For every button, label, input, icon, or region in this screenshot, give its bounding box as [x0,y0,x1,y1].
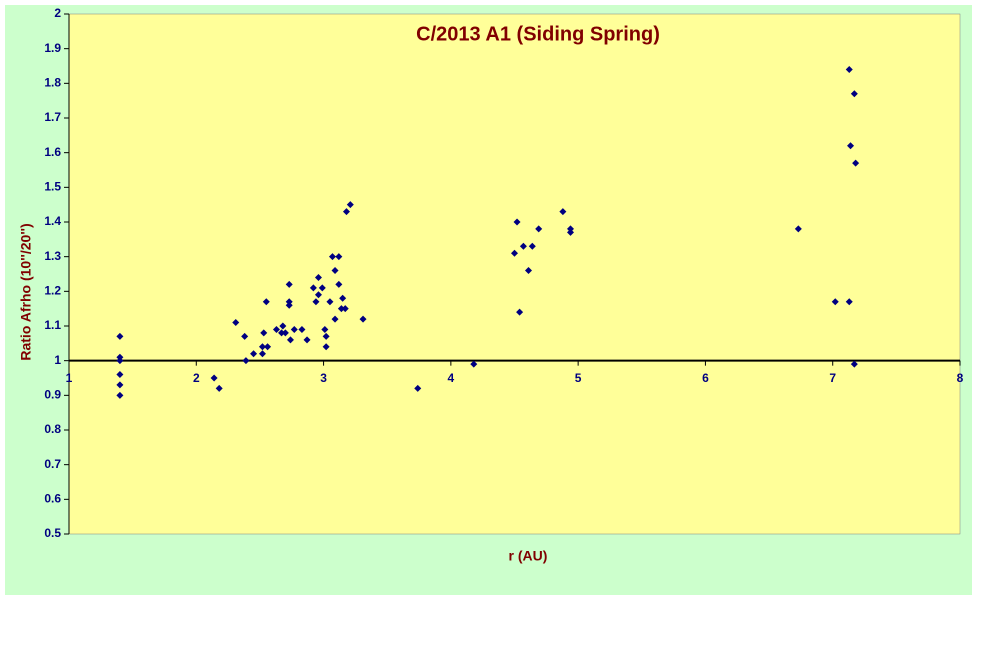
data-point [337,305,345,313]
data-point [331,267,339,275]
data-point [845,65,853,73]
data-point [850,90,858,98]
data-point [312,298,320,306]
y-tick-label: 1.9 [44,41,61,55]
data-point [116,357,124,365]
y-tick-label: 0.5 [44,526,61,540]
y-tick-label: 0.9 [44,388,61,402]
data-point [303,336,311,344]
data-point [516,308,524,316]
data-point [535,225,543,233]
chart-title: C/2013 A1 (Siding Spring) [416,23,660,45]
data-point [845,298,853,306]
x-tick-label: 1 [66,371,73,385]
data-point [511,249,518,257]
data-point [331,315,339,323]
data-point [258,343,266,351]
data-point [335,280,343,288]
data-point [326,298,334,306]
data-point [210,374,218,382]
y-tick-label: 1.6 [44,145,61,159]
data-point [346,201,354,209]
data-point [298,325,306,333]
data-point [322,343,330,351]
data-point [318,284,326,292]
y-tick-label: 1.3 [44,249,61,263]
data-point [272,325,280,333]
y-tick-label: 0.7 [44,457,61,471]
data-point [241,332,249,340]
data-point [285,301,293,309]
data-point [314,273,322,281]
x-axis-label: r (AU) [509,548,548,564]
data-point [290,325,298,333]
data-point [215,384,223,392]
data-point [260,329,268,337]
data-point [852,159,860,167]
data-point [339,294,347,302]
data-point [559,208,567,216]
data-point [232,319,240,327]
data-point [359,315,367,323]
plot-area [68,13,961,535]
x-tick-label: 6 [702,371,709,385]
data-point [116,332,124,340]
x-tick-label: 8 [957,371,964,385]
data-point [242,357,250,365]
y-tick-label: 1.5 [44,180,61,194]
data-point [342,208,350,216]
data-point [470,360,478,368]
data-point [525,267,533,275]
y-tick-label: 0.6 [44,492,61,506]
data-point [116,381,124,389]
data-point [264,343,272,351]
data-point [335,253,343,261]
data-point [322,332,330,340]
x-tick-label: 4 [448,371,455,385]
data-point [285,280,293,288]
y-tick-label: 1.8 [44,76,61,90]
y-tick-label: 1.2 [44,284,61,298]
data-point [567,228,575,236]
data-point [309,284,317,292]
data-point [831,298,839,306]
data-point [850,360,858,368]
data-point [414,384,422,392]
data-point [281,329,289,337]
data-point [314,291,322,299]
data-point [513,218,521,226]
x-tick-label: 5 [575,371,582,385]
x-tick-label: 3 [320,371,327,385]
data-point [847,142,855,150]
data-point [258,350,266,358]
data-point [794,225,802,233]
data-point [321,325,329,333]
y-tick-label: 1.4 [44,214,61,228]
y-axis-label: Ratio Afrho (10''/20'') [18,223,34,360]
data-point [341,305,349,313]
data-point [286,336,294,344]
data-point [116,391,124,399]
y-tick-label: 2 [54,6,61,20]
y-tick-label: 1.1 [44,318,61,332]
data-point [278,329,286,337]
y-tick-label: 1.7 [44,110,61,124]
y-tick-label: 0.8 [44,422,61,436]
data-point [262,298,270,306]
y-tick-label: 1 [54,353,61,367]
data-point [279,322,287,330]
data-point [528,242,536,250]
x-tick-label: 2 [193,371,200,385]
x-tick-label: 7 [829,371,836,385]
data-point [116,371,124,379]
data-point [328,253,336,261]
data-point [519,242,527,250]
data-point [250,350,258,358]
